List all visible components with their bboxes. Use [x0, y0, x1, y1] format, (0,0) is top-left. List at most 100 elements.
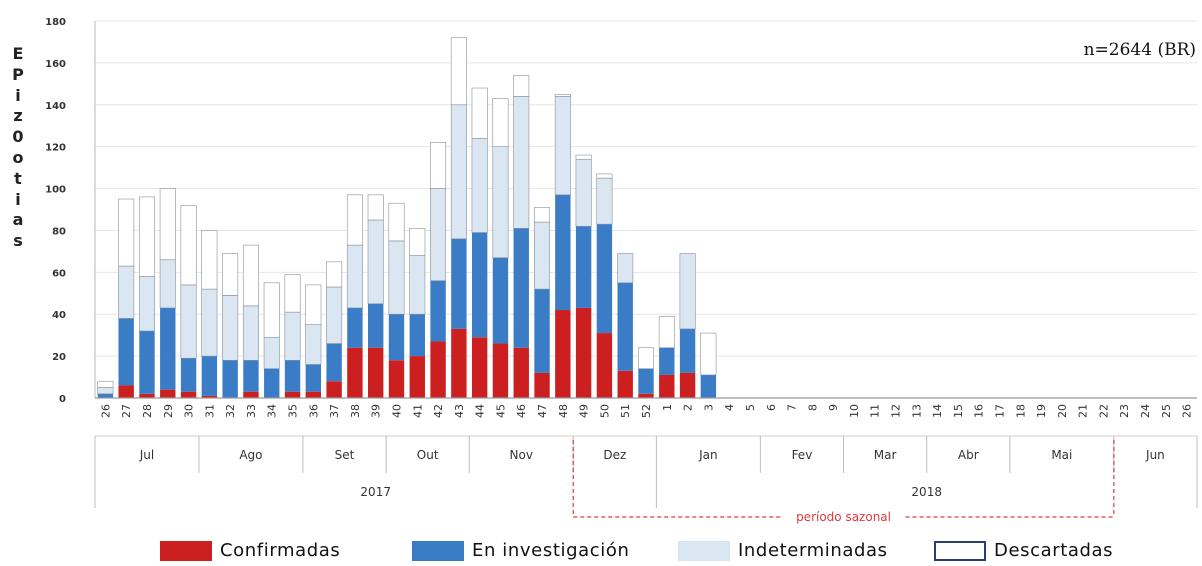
legend-label-confirmadas: Confirmadas — [220, 540, 341, 561]
bar-segment-en-investigacion — [97, 393, 114, 398]
bar-segment-confirmadas — [388, 360, 405, 398]
bar-segment-descartadas — [700, 332, 717, 376]
x-tick-label-week: 31 — [203, 404, 216, 418]
bar-segment-en-investigacion — [534, 289, 550, 373]
bar-segment-en-investigacion — [243, 360, 259, 392]
x-tick-label-week: 44 — [474, 404, 487, 418]
x-tick-label-week: 21 — [1077, 404, 1090, 418]
x-tick-label-week: 19 — [1035, 404, 1048, 418]
bar-segment-en-investigacion — [679, 328, 696, 373]
bar-segment-indeterminadas — [201, 288, 218, 357]
bar-segment-confirmadas — [347, 347, 363, 398]
bar-segment-indeterminadas — [409, 255, 426, 315]
x-tick-label-week: 29 — [162, 404, 175, 418]
bar-segment-en-investigacion — [368, 303, 384, 348]
bar-segment-descartadas — [450, 37, 467, 106]
y-axis-label-letter: i — [15, 189, 21, 209]
bar-segment-descartadas — [118, 198, 135, 267]
bar-segment-descartadas — [284, 274, 301, 313]
x-tick-label-week: 46 — [515, 404, 528, 418]
bar-segment-descartadas — [242, 244, 259, 307]
x-tick-label-week: 2 — [682, 404, 695, 411]
x-tick-label-week: 30 — [183, 404, 196, 418]
bar-segment-indeterminadas — [305, 324, 322, 365]
bar-segment-en-investigacion — [264, 368, 280, 398]
x-month-label: Mai — [1051, 448, 1072, 462]
bar-segment-en-investigacion — [222, 360, 238, 398]
bar-segment-en-investigacion — [305, 364, 322, 392]
bar-segment-confirmadas — [451, 328, 467, 398]
bar-segment-indeterminadas — [513, 96, 530, 229]
bar-segment-descartadas — [97, 380, 114, 388]
bar-segment-indeterminadas — [159, 259, 176, 309]
bar-segment-en-investigacion — [139, 330, 155, 394]
bar-segment-en-investigacion — [388, 314, 405, 361]
bar-segment-indeterminadas — [430, 188, 447, 282]
bar-segment-indeterminadas — [222, 295, 239, 361]
x-tick-label-week: 40 — [390, 404, 403, 418]
bar-segment-en-investigacion — [492, 257, 509, 344]
bar-segment-descartadas — [326, 261, 343, 288]
x-tick-label-week: 26 — [1181, 404, 1194, 418]
x-month-label: Abr — [958, 448, 979, 462]
bar-segment-descartadas — [409, 228, 426, 256]
bar-segment-indeterminadas — [534, 221, 551, 290]
bar-segment-descartadas — [513, 75, 530, 97]
y-axis-label-letter: s — [13, 231, 23, 251]
x-tick-label-week: 4 — [723, 404, 736, 411]
bar-segment-en-investigacion — [347, 307, 363, 348]
x-tick-label-week: 28 — [141, 404, 154, 418]
bar-segment-confirmadas — [638, 393, 654, 398]
x-month-label: Nov — [510, 448, 533, 462]
bar-segment-indeterminadas — [471, 137, 488, 233]
y-axis-label-letter: P — [12, 64, 24, 84]
bar-segment-indeterminadas — [596, 177, 613, 225]
bar-segment-en-investigacion — [638, 368, 654, 394]
x-tick-label-week: 6 — [765, 404, 778, 411]
y-axis-label-letter: a — [12, 210, 24, 230]
x-tick-label-week: 15 — [952, 404, 965, 418]
bar-segment-indeterminadas — [679, 253, 696, 330]
x-tick-label-week: 14 — [931, 404, 944, 418]
x-tick-label-week: 8 — [806, 404, 819, 411]
bar-segment-descartadas — [430, 142, 447, 189]
x-tick-label-week: 38 — [349, 404, 362, 418]
y-tick-label: 120 — [45, 143, 66, 154]
bar-segment-confirmadas — [201, 395, 218, 398]
bar-segment-en-investigacion — [451, 238, 467, 329]
x-tick-label-week: 9 — [827, 404, 840, 411]
x-tick-label-week: 47 — [536, 404, 549, 418]
legend-item-en-investigacion: En investigación — [412, 540, 629, 561]
x-tick-label-week: 39 — [370, 404, 383, 418]
x-tick-label-week: 45 — [494, 404, 507, 418]
bar-segment-confirmadas — [492, 343, 509, 398]
bar-segment-en-investigacion — [284, 360, 301, 392]
bar-segment-indeterminadas — [554, 96, 571, 196]
x-tick-label-week: 50 — [598, 404, 611, 418]
x-tick-label-week: 36 — [307, 404, 320, 418]
sample-size-annotation: n=2644 (BR) — [1083, 40, 1196, 60]
bar-segment-en-investigacion — [326, 343, 342, 382]
bar-segment-confirmadas — [409, 356, 425, 398]
x-tick-label-week: 10 — [848, 404, 861, 418]
x-month-label: Jun — [1145, 448, 1165, 462]
x-tick-label-week: 48 — [557, 404, 570, 418]
x-tick-label-week: 16 — [973, 404, 986, 418]
x-month-label: Set — [335, 448, 355, 462]
x-tick-label-week: 17 — [993, 404, 1006, 418]
x-tick-label-week: 13 — [910, 404, 923, 418]
x-tick-label-week: 3 — [702, 404, 715, 411]
gridlines — [95, 20, 1197, 357]
bar-segment-confirmadas — [430, 341, 446, 398]
y-tick-label: 140 — [45, 101, 66, 112]
bar-segment-descartadas — [159, 188, 176, 261]
y-axis-label-letter: i — [15, 85, 21, 105]
x-tick-label-week: 33 — [245, 404, 258, 418]
x-month-label: Mar — [874, 448, 897, 462]
bar-segment-en-investigacion — [118, 318, 134, 386]
bar-segment-descartadas — [201, 230, 218, 290]
seasonal-period-label: período sazonal — [796, 510, 891, 524]
